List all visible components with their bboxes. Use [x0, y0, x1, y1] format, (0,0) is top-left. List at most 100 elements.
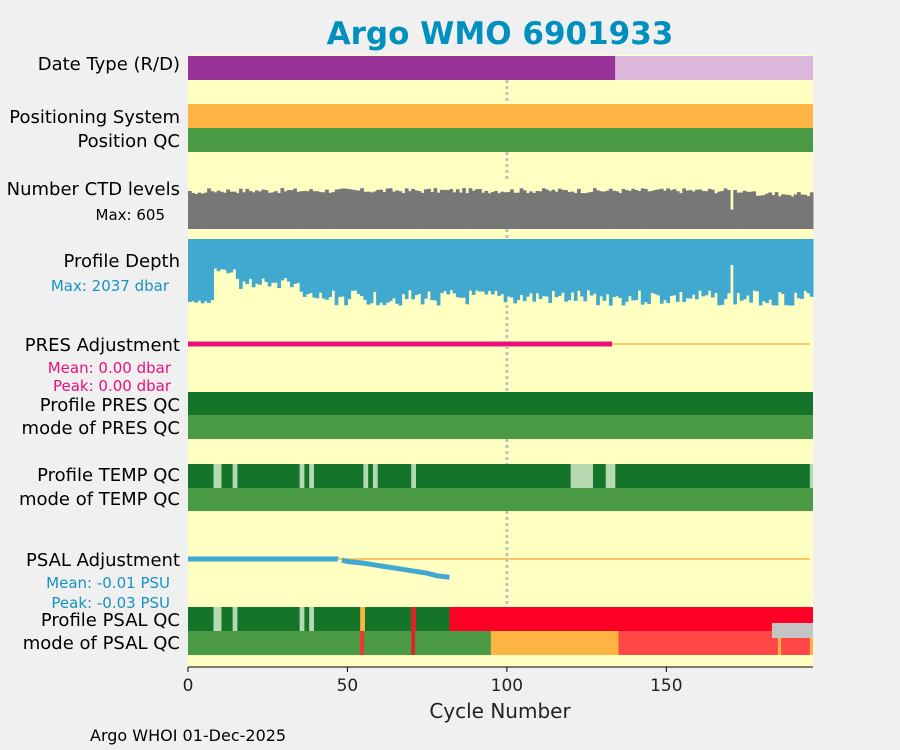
ctd-level-bar-143	[643, 188, 648, 229]
ctd-level-bar-46	[334, 189, 339, 229]
profile-depth-bar-99	[503, 239, 508, 303]
positioning-system-segment-0	[188, 104, 813, 128]
ctd-level-bar-145	[650, 190, 655, 229]
profile-depth-bar-19	[248, 239, 253, 279]
profile-depth-bar-33	[293, 239, 297, 284]
profile-depth-bar-107	[529, 239, 533, 294]
profile-depth-bar-20	[251, 239, 256, 288]
ctd-level-bar-130	[602, 191, 607, 229]
profile-depth-bar-194	[806, 239, 811, 294]
ctd-level-bar-150	[666, 188, 671, 229]
ctd-level-bar-126	[589, 191, 594, 229]
ctd-level-bar-65	[395, 190, 399, 229]
profile-depth-bar-134	[615, 239, 619, 297]
profile-depth-bar-111	[541, 239, 546, 297]
ctd-level-bar-69	[408, 191, 412, 229]
profile-depth-bar-45	[331, 239, 336, 291]
profile-depth-bar-158	[691, 239, 696, 295]
profile-depth-bar-105	[522, 239, 527, 302]
profile-depth-bar-64	[392, 239, 396, 299]
ctd-level-bar-57	[369, 192, 374, 229]
profile-depth-bar-53	[357, 239, 361, 295]
profile-depth-bar-171	[733, 239, 737, 305]
profile-depth-bar-180	[761, 239, 766, 302]
profile-depth-bar-48	[341, 239, 345, 297]
ctd-level-bar-102	[513, 192, 517, 229]
x-tick-label-0: 0	[183, 676, 194, 696]
profile-depth-bar-100	[506, 239, 511, 297]
row-label-mode-psal-qc: mode of PSAL QC	[23, 633, 180, 654]
profile-psal-qc-segment-5	[360, 607, 365, 631]
ctd-level-bar-56	[366, 191, 371, 229]
ctd-level-bar-70	[411, 188, 415, 229]
profile-depth-bar-124	[583, 239, 588, 302]
depth-max-label: Max: 2037 dbar	[51, 277, 170, 295]
profile-depth-bar-117	[561, 239, 565, 293]
ctd-level-bar-95	[490, 192, 495, 229]
ctd-level-bar-153	[675, 191, 680, 229]
ctd-level-bar-178	[755, 195, 760, 229]
profile-depth-bar-82	[449, 239, 454, 291]
profile-depth-bar-110	[538, 239, 543, 300]
ctd-level-bar-163	[707, 188, 712, 229]
mode-psal-qc-segment-6	[809, 631, 813, 655]
profile-depth-bar-50	[347, 239, 352, 300]
profile-depth-bar-6	[207, 239, 211, 304]
ctd-level-bar-33	[293, 188, 297, 229]
profile-depth-bar-31	[286, 239, 291, 282]
chart-title: Argo WMO 6901933	[327, 16, 674, 52]
ctd-level-bar-194	[806, 196, 811, 229]
ctd-level-bar-131	[605, 190, 610, 229]
ctd-level-bar-186	[781, 194, 785, 229]
profile-depth-bar-129	[599, 239, 604, 297]
profile-depth-bar-119	[567, 239, 572, 301]
profile-depth-bar-153	[675, 239, 680, 302]
profile-depth-bar-108	[532, 239, 537, 302]
ctd-level-bar-61	[382, 192, 387, 229]
profile-depth-bar-68	[404, 239, 409, 300]
profile-depth-bar-10	[219, 239, 224, 270]
profile-depth-bar-58	[372, 239, 377, 292]
profile-depth-bar-113	[548, 239, 553, 304]
ctd-level-bar-138	[628, 190, 632, 229]
profile-depth-bar-30	[283, 239, 288, 279]
profile-depth-bar-183	[771, 239, 776, 306]
row-label-profile-temp-qc: Profile TEMP QC	[37, 465, 180, 486]
ctd-level-bar-106	[526, 193, 530, 229]
ctd-level-bar-176	[749, 191, 753, 229]
ctd-level-bar-134	[615, 191, 619, 229]
profile-depth-bar-137	[624, 239, 629, 302]
profile-depth-bar-145	[650, 239, 655, 293]
profile-depth-bar-85	[459, 239, 463, 298]
profile-depth-bar-126	[589, 239, 594, 296]
profile-depth-bar-187	[784, 239, 788, 306]
ctd-level-bar-73	[420, 192, 425, 229]
profile-temp-qc-segment-9	[605, 464, 616, 488]
ctd-level-bar-189	[790, 196, 795, 229]
profile-depth-bar-84	[455, 239, 460, 298]
ctd-level-bar-100	[506, 191, 511, 229]
profile-depth-bar-66	[398, 239, 403, 306]
ctd-level-bar-171	[733, 189, 737, 229]
profile-psal-qc-segment-1	[213, 607, 222, 631]
profile-depth-bar-7	[210, 239, 215, 301]
profile-temp-qc-segment-3	[299, 464, 305, 488]
ctd-level-bar-34	[296, 191, 301, 229]
mode-temp-qc-segment-0	[188, 488, 813, 511]
profile-depth-bar-98	[500, 239, 505, 295]
profile-depth-bar-57	[369, 239, 374, 304]
ctd-level-bar-29	[280, 188, 285, 229]
profile-depth-bar-44	[328, 239, 332, 298]
ctd-level-bar-40	[315, 191, 320, 229]
ctd-level-bar-191	[797, 192, 801, 229]
ctd-level-bar-136	[621, 188, 626, 229]
profile-depth-bar-136	[621, 239, 626, 306]
profile-temp-qc-segment-8	[570, 464, 593, 488]
profile-depth-bar-141	[637, 239, 642, 291]
ctd-level-bar-139	[631, 188, 635, 229]
ctd-level-bar-165	[714, 193, 718, 229]
profile-temp-qc-segment-4	[309, 464, 314, 488]
ctd-level-bar-63	[388, 188, 393, 229]
footer-credit: Argo WHOI 01-Dec-2025	[90, 726, 286, 745]
ctd-level-bar-64	[392, 191, 396, 229]
